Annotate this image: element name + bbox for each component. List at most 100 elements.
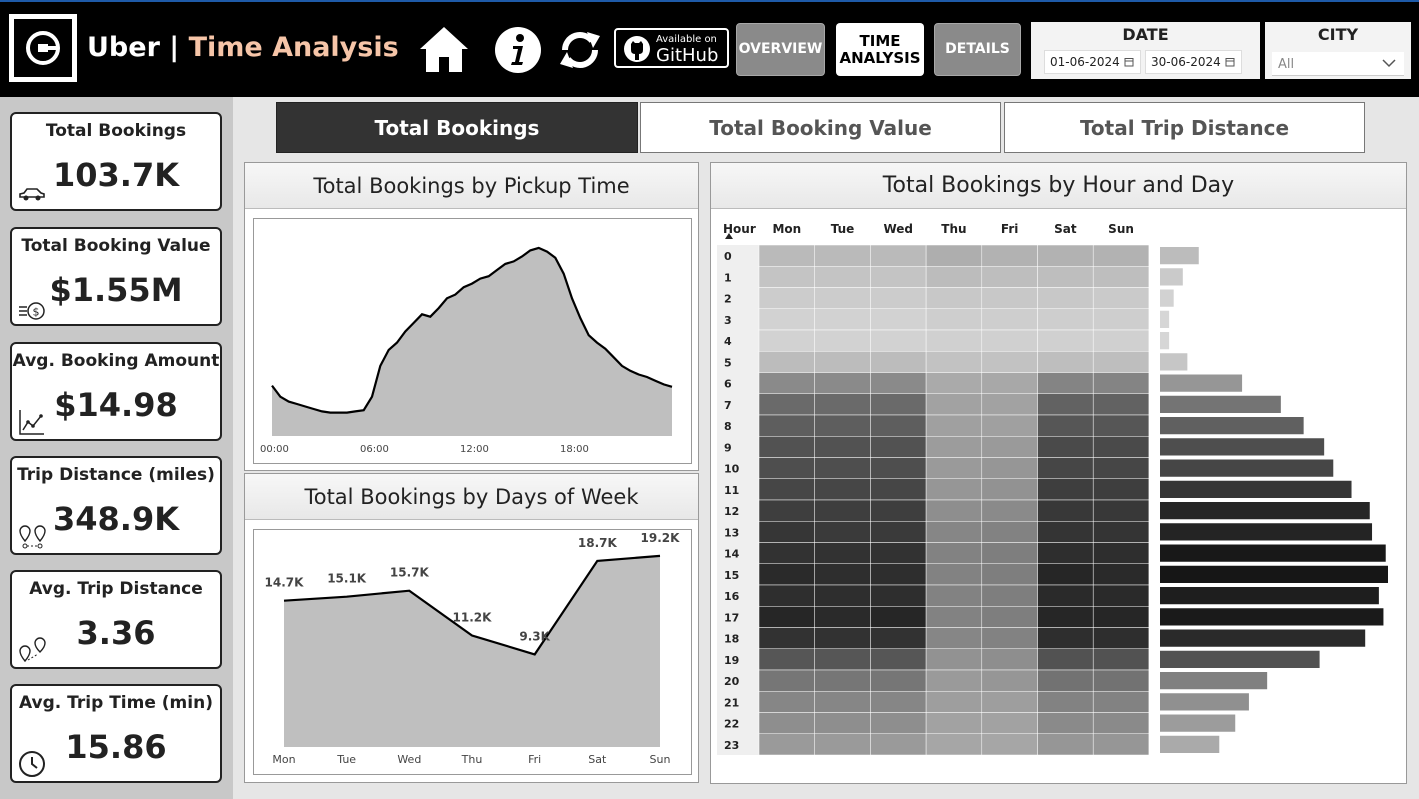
heatmap-cell bbox=[758, 372, 815, 394]
dow-area-fill bbox=[284, 555, 660, 747]
x-tick-label: 00:00 bbox=[260, 444, 289, 455]
tab-total-bookings[interactable]: Total Bookings bbox=[276, 102, 638, 153]
data-label: 14.7K bbox=[265, 576, 305, 590]
hour-total-bar bbox=[1160, 459, 1334, 477]
chart-title: Total Bookings by Days of Week bbox=[245, 474, 698, 520]
city-select-dropdown[interactable]: All bbox=[1272, 52, 1404, 76]
data-label: 19.2K bbox=[641, 531, 681, 545]
money-icon: $ bbox=[19, 302, 45, 320]
dow-series-line bbox=[283, 554, 661, 656]
heatmap-cell bbox=[1037, 457, 1094, 479]
kpi-card-trip-distance: Trip Distance (miles) 348.9K bbox=[10, 456, 222, 555]
heatmap-cell bbox=[870, 308, 927, 331]
route-pins-icon bbox=[19, 637, 46, 663]
heatmap-cell bbox=[925, 712, 983, 734]
kpi-card-avg-trip-time: Avg. Trip Time (min) 15.86 bbox=[10, 684, 222, 783]
route-pins-icon bbox=[19, 525, 46, 549]
heatmap-cell bbox=[1037, 712, 1094, 734]
heatmap-cell bbox=[925, 478, 983, 501]
heatmap-cell bbox=[925, 733, 983, 756]
heatmap-cell bbox=[1037, 499, 1094, 522]
row-label: 5 bbox=[724, 356, 732, 369]
hour-total-bar bbox=[1160, 310, 1170, 328]
pickup-time-area-chart: 00:00 06:00 12:00 18:00 bbox=[260, 246, 673, 455]
heatmap-cell bbox=[758, 627, 815, 649]
time-analysis-button[interactable]: TIME ANALYSIS bbox=[836, 23, 924, 76]
chevron-down-icon bbox=[1382, 59, 1396, 68]
details-button-label: DETAILS bbox=[945, 40, 1010, 57]
row-label: 22 bbox=[724, 718, 739, 731]
hour-total-bar bbox=[1160, 565, 1388, 583]
heatmap-cell bbox=[981, 287, 1038, 309]
row-label: 2 bbox=[724, 293, 732, 306]
heatmap-cell bbox=[1037, 669, 1094, 692]
hour-day-heatmap: Hour Mon Tue Wed Thu Fri Sat Sun012345678910111… bbox=[717, 222, 1388, 756]
x-tick-label: Sat bbox=[588, 753, 607, 766]
kpi-value: 3.36 bbox=[76, 614, 156, 652]
kpi-value: 348.9K bbox=[52, 500, 179, 538]
heatmap-cell bbox=[981, 329, 1038, 352]
uber-logo-icon bbox=[26, 31, 60, 65]
heatmap-cell bbox=[1092, 478, 1150, 501]
heatmap-cell bbox=[870, 669, 927, 692]
kpi-card-total-booking-value: Total Booking Value $1.55M $ bbox=[10, 227, 222, 326]
heatmap-cell bbox=[925, 521, 983, 543]
heatmap-cell bbox=[1037, 606, 1094, 628]
tab-total-trip-distance[interactable]: Total Trip Distance bbox=[1004, 102, 1365, 153]
heatmap-cell bbox=[925, 457, 983, 479]
heatmap-cell bbox=[814, 521, 871, 543]
hour-total-bar bbox=[1160, 395, 1281, 413]
row-label: 6 bbox=[724, 378, 732, 391]
calendar-icon bbox=[1225, 58, 1235, 67]
home-icon[interactable] bbox=[418, 24, 470, 74]
heatmap-cell bbox=[925, 606, 983, 628]
heatmap-cell bbox=[758, 351, 815, 373]
hour-total-bar bbox=[1160, 650, 1320, 668]
heatmap-cell bbox=[814, 478, 871, 501]
overview-button[interactable]: OVERVIEW bbox=[736, 23, 825, 76]
heatmap-cell bbox=[1037, 244, 1094, 267]
heatmap-cell bbox=[925, 584, 983, 607]
tab-label: Total Trip Distance bbox=[1079, 115, 1290, 140]
heatmap-cell bbox=[1092, 457, 1150, 479]
trend-chart-icon bbox=[19, 410, 44, 435]
hour-total-bar bbox=[1160, 353, 1188, 371]
heatmap-cell bbox=[1092, 627, 1150, 649]
end-date-input[interactable]: 30-06-2024 bbox=[1145, 50, 1242, 74]
hour-total-bar bbox=[1160, 544, 1386, 562]
heatmap-cell bbox=[1092, 648, 1150, 671]
github-badge-line1: Available on bbox=[656, 34, 717, 45]
heatmap-cell bbox=[870, 372, 927, 394]
data-label: 18.7K bbox=[578, 536, 618, 550]
heatmap-cell bbox=[814, 287, 871, 309]
heatmap-cell bbox=[925, 393, 983, 416]
kpi-label: Avg. Trip Time (min) bbox=[19, 693, 213, 713]
heatmap-cell bbox=[925, 287, 983, 309]
heatmap-cell bbox=[814, 669, 871, 692]
hour-total-bar bbox=[1160, 417, 1304, 435]
heatmap-cell bbox=[870, 436, 927, 458]
start-date-input[interactable]: 01-06-2024 bbox=[1044, 50, 1141, 74]
tab-total-booking-value[interactable]: Total Booking Value bbox=[640, 102, 1001, 153]
heatmap-cell bbox=[1037, 521, 1094, 543]
heatmap-cell bbox=[1092, 308, 1150, 331]
hour-total-bar bbox=[1160, 374, 1243, 392]
heatmap-cell bbox=[925, 648, 983, 671]
refresh-icon[interactable] bbox=[555, 26, 605, 74]
row-label: 17 bbox=[724, 611, 739, 624]
row-label: 18 bbox=[724, 633, 739, 646]
info-icon[interactable] bbox=[494, 26, 542, 74]
heatmap-cell bbox=[925, 436, 983, 458]
heatmap-cell bbox=[870, 627, 927, 649]
kpi-label: Avg. Booking Amount bbox=[12, 351, 220, 371]
heatmap-cell bbox=[758, 606, 815, 628]
heatmap-cell bbox=[925, 669, 983, 692]
heatmap-cell bbox=[981, 393, 1038, 416]
heatmap-cell bbox=[981, 244, 1038, 267]
heatmap-cell bbox=[870, 414, 927, 437]
heatmap-cell bbox=[1037, 308, 1094, 331]
hour-total-bar bbox=[1160, 247, 1199, 265]
details-button[interactable]: DETAILS bbox=[934, 23, 1021, 76]
pickup-time-chart-frame: 00:00 06:00 12:00 18:00 bbox=[253, 218, 692, 464]
github-badge-button[interactable]: Available on GitHub bbox=[614, 28, 729, 68]
